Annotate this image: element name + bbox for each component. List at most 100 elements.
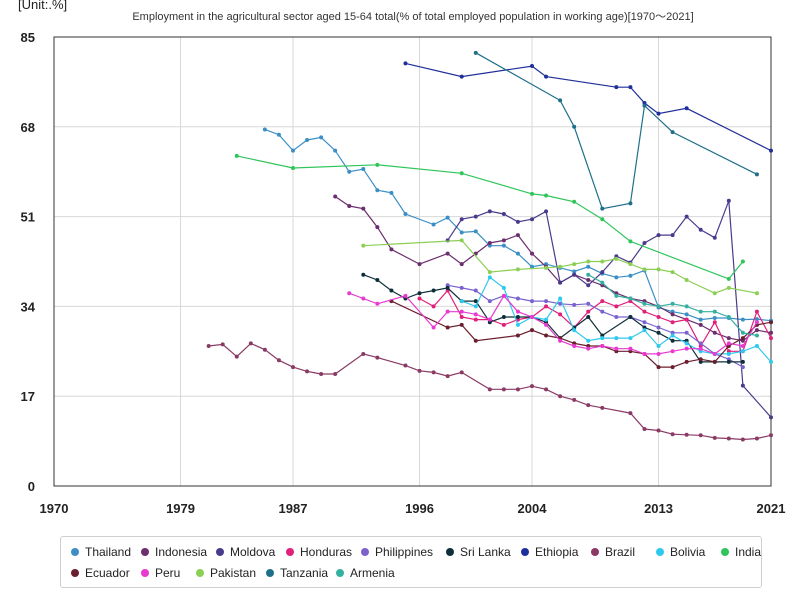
data-point — [628, 85, 633, 90]
legend-item-peru[interactable]: Peru — [141, 565, 180, 580]
data-point — [558, 312, 563, 317]
data-point — [769, 320, 773, 325]
legend-marker — [71, 547, 79, 556]
y-tick-label: 0 — [28, 479, 35, 494]
legend-item-sri-lanka[interactable]: Sri Lanka — [446, 544, 511, 559]
x-tick-label: 1979 — [166, 501, 195, 516]
data-point — [726, 285, 731, 290]
data-point — [544, 333, 549, 338]
data-point — [445, 285, 450, 290]
data-point — [726, 336, 731, 341]
legend-item-brazil[interactable]: Brazil — [591, 544, 635, 559]
data-point — [670, 432, 675, 437]
legend-label: Brazil — [605, 544, 636, 559]
legend-item-bolivia[interactable]: Bolivia — [656, 544, 705, 559]
data-point — [459, 314, 464, 319]
data-point — [389, 190, 394, 195]
legend-item-honduras[interactable]: Honduras — [286, 544, 352, 559]
x-tick-label: 2021 — [757, 501, 786, 516]
legend-item-indonesia[interactable]: Indonesia — [141, 544, 207, 559]
data-point — [473, 288, 478, 293]
data-point — [445, 374, 450, 379]
data-point — [459, 370, 464, 375]
data-point — [403, 363, 408, 368]
data-point — [656, 314, 661, 319]
data-point — [670, 233, 675, 238]
data-point — [656, 428, 661, 433]
data-point — [614, 85, 619, 90]
legend-item-moldova[interactable]: Moldova — [216, 544, 275, 559]
data-point — [375, 277, 380, 282]
data-point — [234, 153, 239, 158]
legend-item-tanzania[interactable]: Tanzania — [266, 565, 328, 580]
series-line — [363, 239, 758, 294]
data-point — [347, 204, 352, 209]
data-point — [754, 328, 759, 333]
data-point — [417, 291, 422, 296]
data-point — [417, 296, 422, 301]
data-point — [656, 330, 661, 335]
data-point — [572, 124, 577, 129]
series-brazil — [206, 341, 773, 442]
data-point — [558, 280, 563, 285]
data-point — [515, 387, 520, 392]
legend-item-ethiopia[interactable]: Ethiopia — [521, 544, 578, 559]
data-point — [361, 351, 366, 356]
data-point — [698, 227, 703, 232]
legend-item-thailand[interactable]: Thailand — [71, 544, 131, 559]
data-point — [712, 359, 717, 364]
data-point — [572, 302, 577, 307]
legend-item-india[interactable]: India — [721, 544, 761, 559]
data-point — [614, 346, 619, 351]
series-ethiopia — [403, 61, 773, 153]
legend-item-armenia[interactable]: Armenia — [336, 565, 395, 580]
legend-item-pakistan[interactable]: Pakistan — [196, 565, 256, 580]
data-point — [656, 304, 661, 309]
data-point — [487, 387, 492, 392]
data-point — [769, 433, 773, 438]
series-line — [447, 284, 744, 368]
data-point — [698, 309, 703, 314]
data-point — [544, 317, 549, 322]
data-point — [445, 309, 450, 314]
data-point — [712, 320, 717, 325]
data-point — [459, 238, 464, 243]
data-point — [769, 359, 773, 364]
legend-label: Bolivia — [670, 544, 706, 559]
series-line — [475, 52, 758, 210]
data-point — [333, 148, 338, 153]
data-point — [459, 217, 464, 222]
legend-marker — [71, 568, 79, 577]
data-point — [684, 346, 689, 351]
data-point — [473, 317, 478, 322]
data-point — [628, 262, 633, 267]
data-point — [487, 270, 492, 275]
y-tick-label: 51 — [21, 210, 35, 225]
data-point — [656, 111, 661, 116]
data-point — [361, 272, 366, 277]
data-point — [726, 341, 731, 346]
data-point — [740, 349, 745, 354]
legend-item-philippines[interactable]: Philippines — [361, 544, 433, 559]
legend-marker — [266, 568, 274, 577]
data-point — [431, 325, 436, 330]
series-line — [405, 62, 772, 152]
data-point — [530, 384, 534, 389]
data-point — [572, 269, 577, 274]
data-point — [712, 330, 717, 335]
data-point — [628, 239, 633, 244]
legend-marker — [721, 547, 729, 556]
x-tick-label: 2004 — [518, 501, 548, 516]
data-point — [642, 320, 647, 325]
data-point — [670, 270, 675, 275]
data-point — [417, 262, 422, 267]
data-point — [473, 50, 478, 55]
data-point — [544, 265, 549, 270]
data-point — [684, 277, 689, 282]
data-point — [389, 288, 394, 293]
data-point — [262, 127, 267, 132]
data-point — [530, 64, 534, 69]
data-point — [544, 209, 549, 214]
legend-item-ecuador[interactable]: Ecuador — [71, 565, 130, 580]
data-point — [530, 264, 534, 269]
